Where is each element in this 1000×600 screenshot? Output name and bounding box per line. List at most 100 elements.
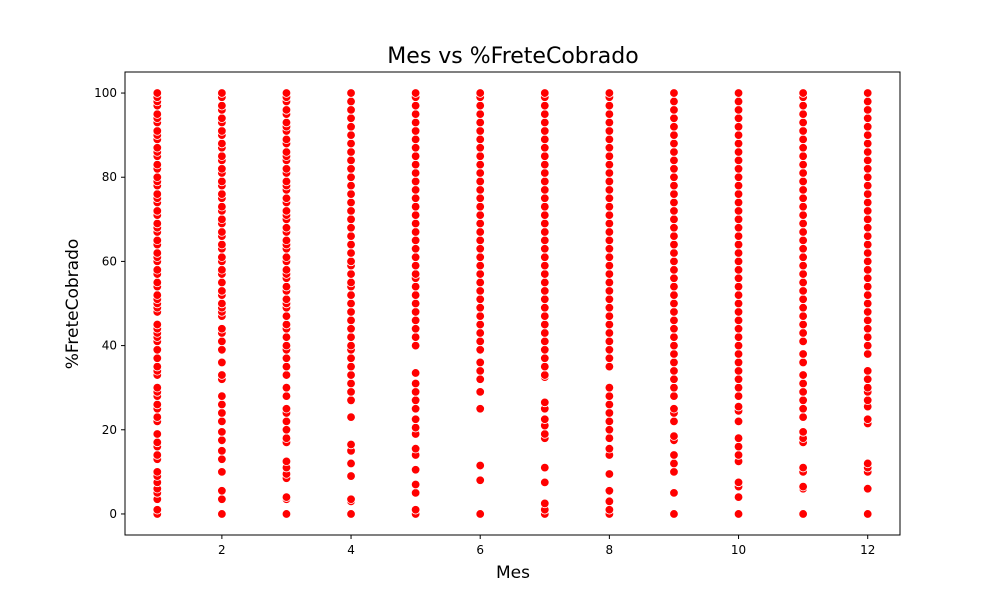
y-tick-label-60: 60	[102, 254, 117, 268]
data-point-month-12-36	[863, 155, 873, 166]
data-point-month-4-9	[346, 387, 356, 397]
data-point-month-1-34	[152, 290, 162, 300]
data-point-month-9-28	[669, 239, 679, 250]
data-point-month-10-18	[733, 332, 744, 342]
data-point-month-4-40	[346, 138, 356, 149]
y-tick-label-100: 100	[94, 86, 117, 100]
data-point-month-12-33	[863, 180, 873, 191]
data-point-month-6-1	[475, 475, 485, 485]
data-point-month-3-61	[281, 88, 292, 98]
data-point-month-10-25	[733, 273, 744, 283]
data-point-month-4-28	[346, 239, 356, 250]
data-point-month-10-5	[733, 450, 744, 460]
data-point-month-11-41	[798, 126, 808, 136]
data-point-month-11-40	[798, 134, 808, 145]
data-point-month-2-13	[217, 370, 227, 380]
data-point-month-6-29	[475, 168, 485, 178]
data-point-month-2-1	[217, 494, 227, 504]
data-point-month-1-14	[152, 412, 162, 422]
data-point-month-10-28	[733, 248, 744, 258]
data-point-month-12-12	[863, 366, 873, 376]
data-point-month-2-55	[217, 88, 227, 98]
data-point-month-5-31	[410, 210, 421, 220]
data-point-month-12-30	[863, 206, 873, 216]
data-point-month-4-13	[346, 353, 356, 363]
data-point-month-12-26	[863, 239, 873, 250]
data-point-month-4-19	[346, 307, 356, 317]
data-point-month-7-6	[540, 429, 550, 439]
y-tick-label-20: 20	[102, 423, 117, 437]
data-point-month-10-43	[733, 122, 744, 132]
data-point-month-10-37	[733, 172, 744, 182]
data-point-month-8-13	[604, 382, 615, 393]
x-tick-label-2: 2	[218, 543, 226, 557]
data-point-month-12-13	[863, 349, 873, 359]
data-point-month-11-21	[798, 294, 808, 304]
data-point-month-1-69	[152, 88, 162, 98]
data-point-month-3-10	[281, 416, 292, 427]
data-point-month-11-22	[798, 286, 808, 296]
data-point-month-4-11	[346, 370, 356, 380]
data-point-month-7-29	[540, 227, 550, 237]
data-point-month-11-13	[798, 370, 808, 380]
data-point-month-6-6	[475, 366, 485, 376]
data-point-month-10-19	[733, 324, 744, 334]
data-point-month-9-36	[669, 172, 679, 182]
data-point-month-8-6	[604, 444, 615, 454]
data-point-month-11-39	[798, 143, 808, 153]
data-point-month-9-45	[669, 96, 679, 107]
data-point-month-7-42	[540, 117, 550, 128]
data-point-month-11-46	[798, 88, 808, 98]
data-point-month-4-27	[346, 248, 356, 258]
x-tick-label-4: 4	[347, 543, 355, 557]
data-point-month-8-37	[604, 168, 615, 178]
data-point-month-8-35	[604, 185, 615, 195]
data-point-month-5-3	[410, 479, 421, 490]
data-point-month-12-23	[863, 265, 873, 275]
data-point-month-9-39	[669, 147, 679, 157]
data-point-month-11-2	[798, 481, 808, 492]
data-point-month-3-12	[281, 404, 292, 414]
data-points	[152, 88, 873, 519]
data-point-month-2-6	[217, 435, 227, 446]
data-point-month-7-15	[540, 345, 550, 355]
y-axis-title: %FreteCobrado	[63, 239, 83, 370]
data-point-month-11-7	[798, 427, 808, 437]
data-point-month-7-23	[540, 277, 550, 288]
data-point-month-2-29	[217, 252, 227, 262]
data-point-month-6-3	[475, 404, 485, 414]
data-point-month-8-26	[604, 260, 615, 271]
data-point-month-9-20	[669, 307, 679, 317]
data-point-month-4-26	[346, 256, 356, 267]
data-point-month-11-10	[798, 395, 808, 406]
data-point-month-2-37	[217, 201, 227, 212]
data-point-month-7-34	[540, 185, 550, 195]
data-point-month-1-54	[152, 172, 162, 182]
data-point-month-5-46	[410, 88, 421, 98]
data-point-month-9-18	[669, 324, 679, 334]
data-point-month-4-29	[346, 231, 356, 241]
data-point-month-3-38	[281, 223, 292, 233]
data-point-month-8-34	[604, 193, 615, 203]
data-point-month-10-40	[733, 147, 744, 157]
data-point-month-12-37	[863, 147, 873, 157]
data-point-month-12-20	[863, 290, 873, 300]
data-point-month-7-32	[540, 201, 550, 212]
data-point-month-5-30	[410, 218, 421, 229]
data-point-month-2-4	[217, 454, 227, 464]
data-point-month-12-32	[863, 189, 873, 199]
data-point-month-4-34	[346, 189, 356, 199]
data-point-month-10-14	[733, 366, 744, 376]
data-point-month-9-33	[669, 197, 679, 208]
data-point-month-4-17	[346, 324, 356, 334]
data-point-month-6-9	[475, 336, 485, 347]
data-point-month-3-43	[281, 193, 292, 203]
data-point-month-7-28	[540, 235, 550, 246]
data-point-month-2-16	[217, 336, 227, 347]
data-point-month-1-24	[152, 345, 162, 355]
data-point-month-12-1	[863, 484, 873, 494]
data-point-month-3-19	[281, 340, 292, 351]
data-point-month-8-32	[604, 210, 615, 220]
data-point-month-8-15	[604, 353, 615, 363]
